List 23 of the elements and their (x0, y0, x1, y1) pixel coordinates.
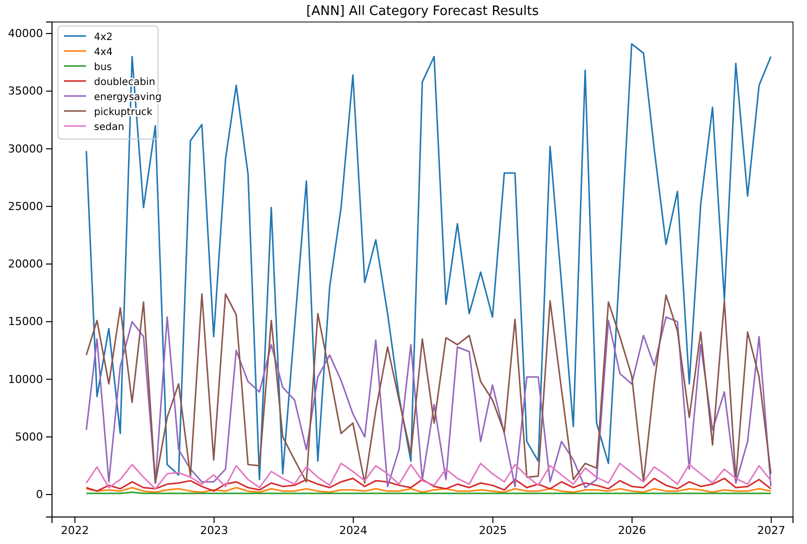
x-tick-label: 2022 (60, 524, 89, 537)
y-tick-label: 25000 (8, 200, 43, 213)
y-tick-label: 5000 (15, 430, 43, 444)
line-series (86, 43, 772, 480)
line-series (86, 462, 772, 490)
x-tick-label: 2023 (200, 524, 228, 537)
chart-title: [ANN] All Category Forecast Results (306, 4, 539, 19)
y-tick-label: 40000 (8, 27, 43, 40)
y-tick-label: 15000 (8, 315, 43, 328)
x-tick-label: 2026 (618, 524, 646, 537)
x-tick-label: 2025 (478, 524, 507, 537)
y-tick-label: 0 (36, 488, 43, 502)
y-tick-label: 10000 (8, 372, 43, 386)
y-tick-label: 30000 (8, 142, 43, 156)
legend-label: sedan (94, 122, 124, 133)
legend-label: bus (94, 62, 112, 73)
x-tick-label: 2024 (339, 524, 368, 537)
y-tick-label: 20000 (8, 258, 43, 271)
x-tick-label: 2027 (757, 524, 786, 537)
legend-label: 4x4 (94, 47, 113, 58)
line-series (86, 478, 772, 492)
legend-label: 4x2 (94, 32, 113, 43)
y-tick-label: 35000 (8, 84, 43, 98)
